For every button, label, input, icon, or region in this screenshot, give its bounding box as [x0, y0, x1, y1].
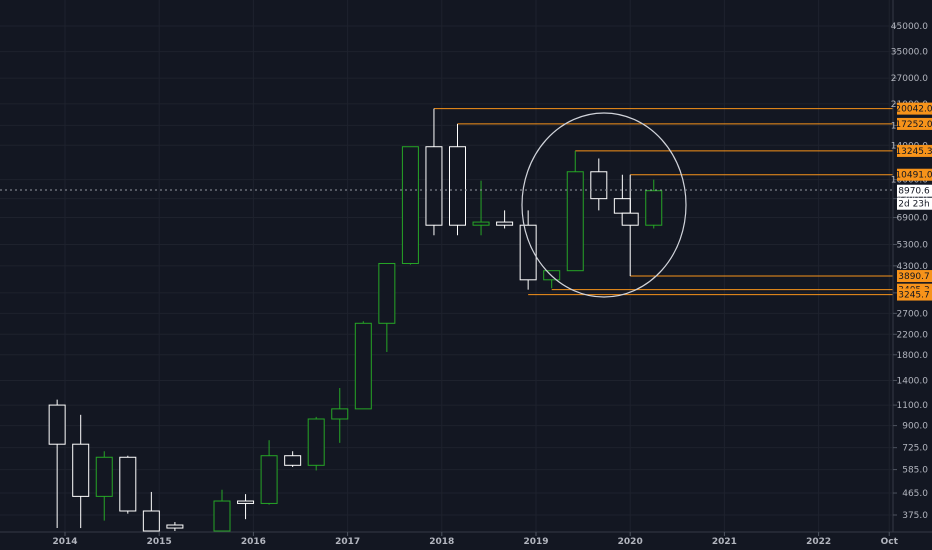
- x-tick-label: 2020: [618, 537, 643, 547]
- current-price-label: 8970.6: [898, 187, 930, 197]
- candles: [48, 108, 663, 532]
- candle-body: [496, 221, 514, 226]
- y-tick-label: 2200.0: [897, 330, 929, 340]
- candle-body: [166, 524, 184, 529]
- candle-body: [566, 171, 584, 272]
- countdown-label: 2d 23h: [898, 200, 929, 210]
- y-tick-label: 6900.0: [897, 214, 929, 224]
- level-label-bg: [897, 117, 932, 130]
- candle-body: [425, 146, 443, 226]
- y-tick-label: 45000.0: [891, 22, 928, 32]
- y-tick-label: 27000.0: [891, 74, 928, 84]
- level-label: 3890.7: [898, 272, 930, 282]
- current-price-bg: [897, 184, 932, 197]
- level-label: 10491.0: [895, 171, 932, 181]
- x-tick-label: 2016: [241, 537, 266, 547]
- y-tick-label: 2700.0: [897, 309, 929, 319]
- y-tick-label: 725.0: [902, 444, 928, 454]
- candle-body: [142, 510, 160, 532]
- candle-body: [95, 456, 113, 497]
- candle-body: [378, 262, 396, 324]
- x-tick-label: 2015: [147, 537, 172, 547]
- y-tick-label: 900.0: [902, 422, 928, 432]
- candle-body: [519, 224, 537, 281]
- candle-body: [331, 408, 349, 420]
- current-price-tag: 8970.6 2d 23h: [897, 184, 932, 210]
- level-label-bg: [897, 288, 932, 301]
- x-tick-label: 2017: [335, 537, 360, 547]
- candle-body: [48, 404, 66, 445]
- countdown-bg: [897, 197, 932, 210]
- candle-body: [449, 146, 466, 226]
- y-tick-label: 1400.0: [897, 376, 929, 386]
- candle-body: [590, 171, 608, 200]
- y-tick-label: 585.0: [902, 466, 928, 476]
- candle-body: [401, 146, 419, 264]
- highlight-circle: [521, 112, 687, 298]
- candle-body: [213, 500, 231, 532]
- candle-body: [472, 221, 490, 226]
- candle-body: [307, 418, 325, 466]
- x-tick-label: 2018: [429, 537, 454, 547]
- candle-body: [354, 322, 372, 410]
- candle-body: [284, 455, 302, 466]
- candle-body: [613, 198, 631, 214]
- candle-body: [72, 443, 90, 497]
- level-label-bg: [897, 144, 932, 157]
- time-axis[interactable]: 2014 2015 2016 2017 2018 2019 2020 2021 2022 Oct: [52, 532, 899, 547]
- level-label: 20042.0: [895, 105, 932, 115]
- x-tick-label: 2014: [52, 537, 77, 547]
- y-tick-label: 375.0: [902, 511, 928, 521]
- level-label-bg: [897, 168, 932, 181]
- x-tick-label: 2021: [712, 537, 737, 547]
- x-tick-label: Oct: [881, 537, 899, 547]
- y-tick-label: 4300.0: [897, 262, 929, 272]
- x-tick-label: 2022: [806, 537, 831, 547]
- candle-body: [645, 190, 663, 226]
- level-labels: 20042.017252.013245.310491.03890.73405.3…: [895, 102, 932, 301]
- candle-body: [621, 212, 639, 226]
- y-tick-label: 465.0: [902, 489, 928, 499]
- y-tick-label: 5300.0: [897, 240, 929, 250]
- level-label: 3245.7: [898, 291, 930, 301]
- level-label-bg: [897, 102, 932, 115]
- level-label: 17252.0: [895, 120, 932, 130]
- x-tick-label: 2019: [523, 537, 548, 547]
- level-label-bg: [897, 270, 932, 283]
- y-tick-label: 1800.0: [897, 351, 929, 361]
- candle-body: [119, 456, 137, 512]
- candle-body: [260, 455, 278, 504]
- y-tick-label: 35000.0: [891, 48, 928, 58]
- candle-body: [237, 500, 255, 504]
- level-label: 13245.3: [895, 147, 932, 157]
- horizontal-levels: [433, 108, 893, 296]
- y-tick-label: 1100.0: [897, 401, 929, 411]
